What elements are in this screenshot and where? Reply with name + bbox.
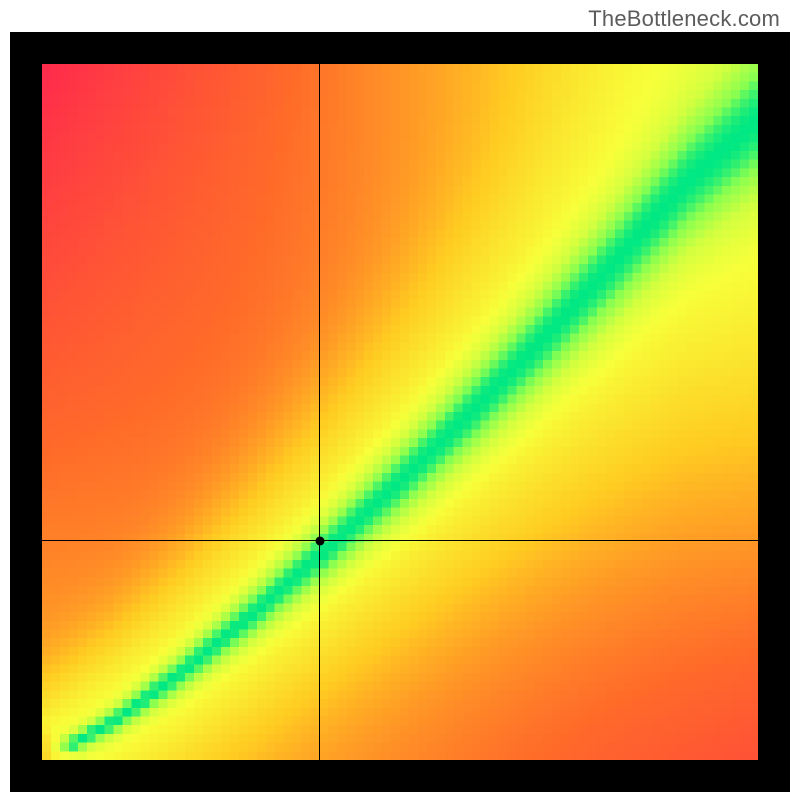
root-container: TheBottleneck.com <box>0 0 800 800</box>
plot-frame <box>10 32 790 792</box>
crosshair-dot <box>315 536 324 545</box>
plot-area <box>42 64 758 760</box>
watermark-text: TheBottleneck.com <box>588 6 780 32</box>
heatmap-canvas <box>42 64 758 760</box>
crosshair-horizontal <box>42 540 758 541</box>
crosshair-vertical <box>319 64 320 760</box>
